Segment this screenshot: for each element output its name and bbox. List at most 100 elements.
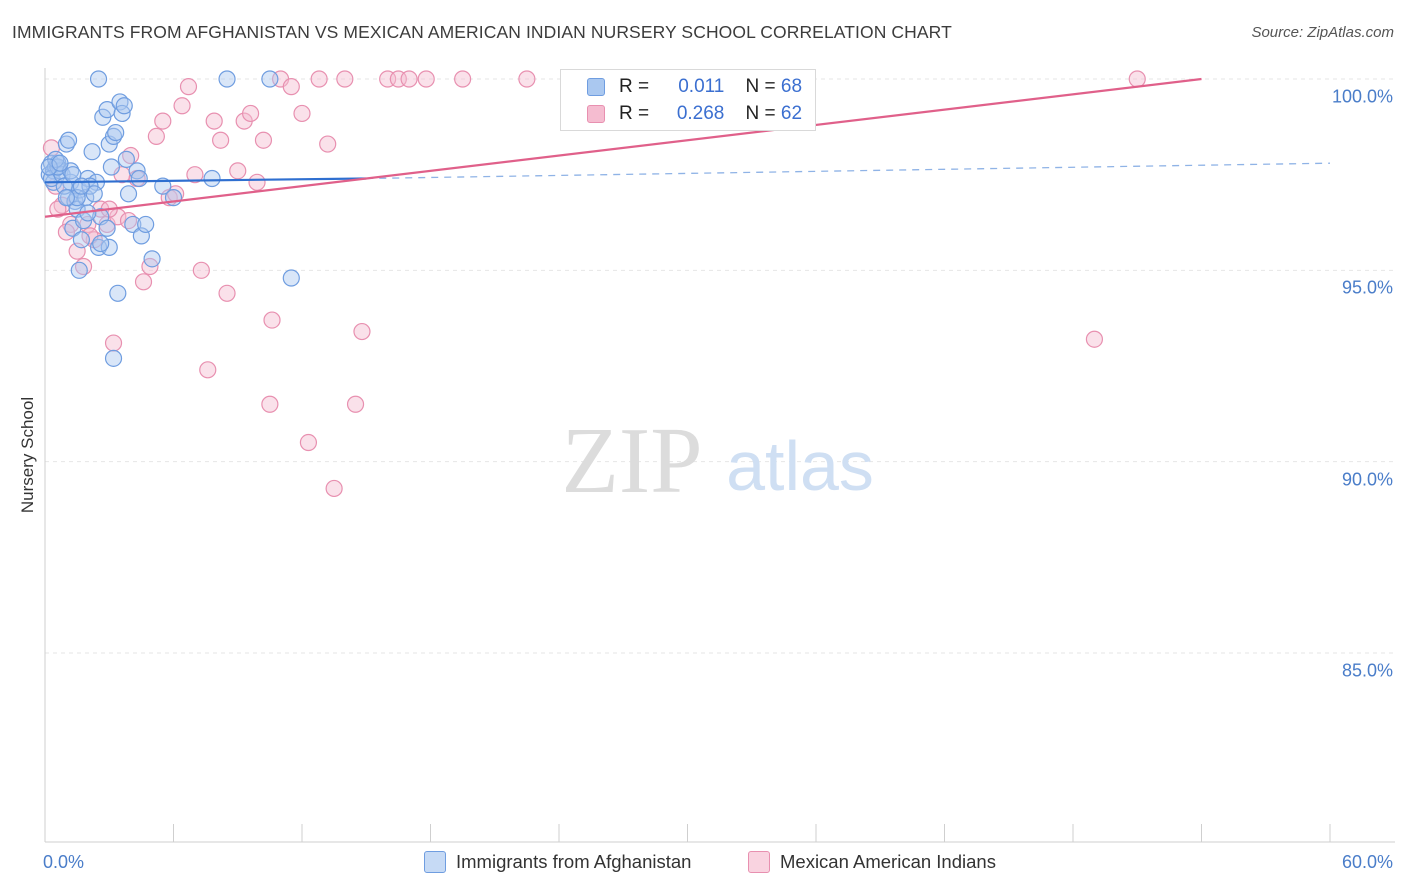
point-afghanistan [282, 269, 300, 287]
point-afghanistan [109, 284, 127, 302]
point-mexican-american-indian [346, 395, 365, 413]
point-afghanistan [104, 349, 123, 367]
point-mexican-american-indian [293, 104, 311, 123]
point-mexican-american-indian [134, 273, 153, 291]
point-mexican-american-indian [518, 70, 536, 88]
point-mexican-american-indian [173, 97, 191, 115]
point-mexican-american-indian [400, 70, 418, 88]
point-afghanistan [70, 261, 88, 279]
point-mexican-american-indian [319, 135, 337, 153]
point-afghanistan [218, 70, 236, 88]
chart-title: IMMIGRANTS FROM AFGHANISTAN VS MEXICAN A… [12, 22, 952, 42]
n-label: N = [724, 76, 781, 97]
trend-extension-afghanistan [366, 162, 1331, 180]
watermark-atlas: atlas [726, 427, 874, 505]
n-value-mexican-american-indians: 62 [780, 103, 803, 124]
point-mexican-american-indian [212, 131, 230, 149]
point-afghanistan [107, 123, 125, 142]
point-mexican-american-indian [1085, 330, 1104, 348]
legend-swatch-pink [587, 105, 605, 123]
point-afghanistan [117, 150, 135, 168]
x-tick-max: 60.0% [1341, 852, 1393, 872]
point-afghanistan [59, 131, 78, 149]
correlation-legend: R = 0.011 N = 68 R = 0.268 N = 62 [560, 69, 816, 131]
r-value-afghanistan: 0.011 [678, 76, 725, 97]
point-mexican-american-indian [1128, 70, 1146, 88]
point-mexican-american-indian [147, 127, 165, 145]
y-tick-label: 85.0% [1341, 660, 1393, 681]
point-mexican-american-indian [199, 361, 217, 379]
point-afghanistan [261, 70, 279, 88]
r-label: R = [619, 76, 655, 97]
point-mexican-american-indian [192, 261, 210, 279]
point-afghanistan [203, 169, 221, 188]
point-afghanistan [98, 219, 116, 237]
point-afghanistan [100, 238, 118, 256]
point-mexican-american-indian [49, 200, 67, 218]
y-tick-label: 95.0% [1341, 277, 1393, 298]
point-afghanistan [89, 70, 108, 88]
point-afghanistan [115, 97, 133, 115]
series-immigrants-from-afghanistan [40, 70, 300, 367]
axes [44, 68, 1395, 843]
bottom-legend-mexican-american-indians: Mexican American Indians [748, 851, 996, 873]
point-afghanistan [124, 215, 142, 234]
bottom-legend-swatch-pink [748, 851, 770, 873]
watermark-zip: ZIP [562, 409, 703, 513]
point-mexican-american-indian [229, 162, 247, 180]
bottom-legend-label-mexican-american-indians: Mexican American Indians [780, 851, 996, 872]
point-mexican-american-indian [261, 395, 279, 413]
trend-line-mexican-american-indians [44, 77, 1202, 218]
point-mexican-american-indian [205, 112, 223, 130]
source-note: Source: ZipAtlas.com [1251, 24, 1394, 41]
bottom-legend-label-afghanistan: Immigrants from Afghanistan [456, 851, 692, 872]
n-label: N = [724, 103, 781, 124]
point-mexican-american-indian [353, 322, 371, 341]
legend-row-afghanistan: R = 0.011 N = 68 [587, 75, 802, 99]
point-afghanistan [130, 169, 148, 188]
point-afghanistan [72, 177, 91, 195]
bottom-legend-afghanistan: Immigrants from Afghanistan [424, 851, 691, 873]
point-mexican-american-indian [154, 112, 172, 130]
point-mexican-american-indian [299, 433, 318, 452]
point-afghanistan [57, 189, 76, 207]
point-afghanistan [92, 234, 110, 253]
point-mexican-american-indian [336, 70, 354, 88]
point-mexican-american-indian [454, 70, 472, 88]
point-mexican-american-indian [179, 78, 198, 96]
trend-lines [44, 77, 1331, 218]
r-label: R = [619, 103, 655, 124]
point-mexican-american-indian [218, 284, 236, 302]
y-tick-label: 90.0% [1341, 469, 1393, 490]
trend-line-afghanistan [44, 177, 367, 184]
point-mexican-american-indian [242, 104, 260, 123]
point-afghanistan [143, 250, 161, 268]
point-afghanistan [51, 154, 69, 172]
x-tick-min: 0.0% [43, 852, 85, 872]
point-afghanistan [85, 185, 103, 203]
point-mexican-american-indian [104, 334, 123, 352]
point-mexican-american-indian [263, 311, 281, 329]
point-afghanistan [83, 143, 101, 161]
legend-row-mexican-american-indians: R = 0.268 N = 62 [587, 102, 802, 126]
legend-swatch-blue [587, 78, 605, 96]
point-mexican-american-indian [310, 70, 328, 88]
point-afghanistan [119, 185, 138, 203]
n-value-afghanistan: 68 [780, 76, 803, 97]
point-afghanistan [154, 177, 172, 195]
point-afghanistan [137, 215, 155, 234]
point-mexican-american-indian [282, 78, 300, 96]
point-mexican-american-indian [325, 479, 343, 498]
point-mexican-american-indian [186, 166, 204, 184]
gridlines [45, 78, 1395, 654]
point-afghanistan [40, 158, 58, 176]
r-value-mexican-american-indians: 0.268 [676, 103, 725, 124]
point-mexican-american-indian [254, 131, 273, 149]
point-mexican-american-indian [417, 70, 435, 88]
y-tick-label: 100.0% [1331, 86, 1393, 107]
point-afghanistan [102, 158, 120, 176]
point-afghanistan [72, 231, 91, 249]
bottom-legend-swatch-blue [424, 851, 446, 873]
point-mexican-american-indian [248, 173, 266, 191]
